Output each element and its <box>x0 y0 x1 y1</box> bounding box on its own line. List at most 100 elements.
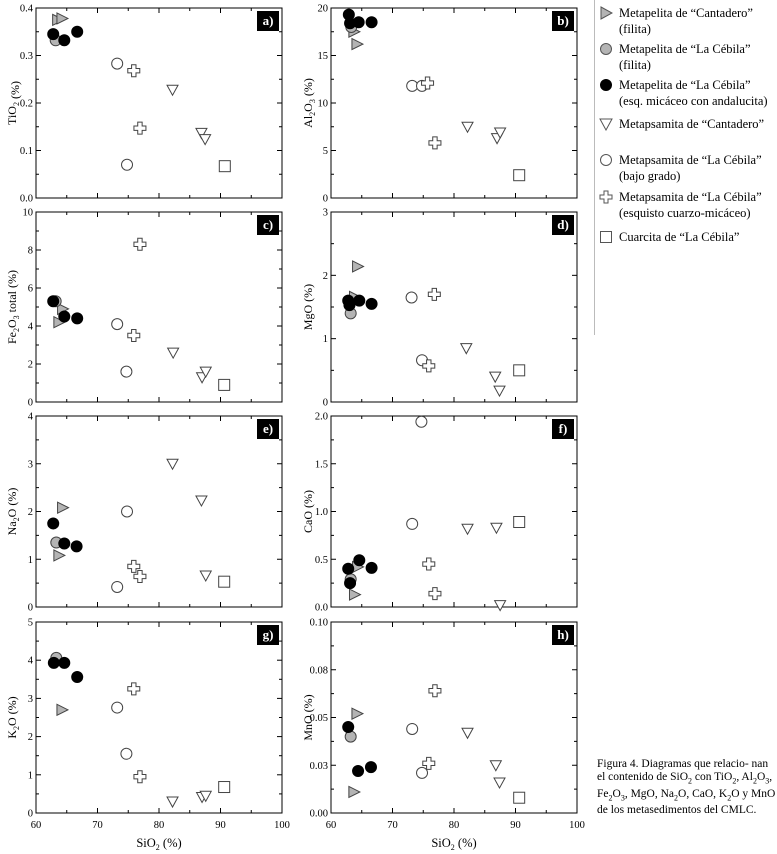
y-tick-label: 1.5 <box>315 459 328 470</box>
data-point-cuarcita <box>218 378 231 391</box>
data-point-ms_cant <box>493 385 506 398</box>
data-point-mp_ceb_e <box>342 562 355 575</box>
data-point-cuarcita <box>218 575 231 588</box>
y-axis-label: Fe2O3 total (%) <box>5 270 21 344</box>
data-point-cuarcita <box>513 169 526 182</box>
legend-label: Metapelita de “La Cébila” <box>619 78 751 92</box>
y-tick-label: 2.0 <box>315 412 328 423</box>
data-point-ms_ceb_bg <box>120 365 133 378</box>
panel-frame <box>330 7 578 199</box>
y-axis-label-part: Al <box>301 115 315 128</box>
data-point-ms_cant <box>493 777 506 789</box>
y-tick-label: 4 <box>28 412 34 423</box>
panel-frame <box>35 211 283 403</box>
data-point-ms_cant <box>166 458 179 471</box>
panel-tag-box <box>552 215 574 235</box>
data-point-ms_ceb_bg <box>121 158 134 171</box>
y-axis-label-subscript: 3 <box>12 315 21 319</box>
data-point-mp_ceb_e <box>47 656 60 669</box>
data-point-ms_ceb_bg <box>120 747 133 760</box>
data-point-mp_cant <box>348 588 362 601</box>
data-point-mp_cant <box>351 707 365 720</box>
data-point-ms_cant <box>195 495 208 508</box>
data-point-mp_ceb_e <box>342 721 355 734</box>
data-point-ms_ceb_e <box>127 682 141 696</box>
y-tick-label: 0 <box>28 809 33 820</box>
y-tick-label: 3 <box>28 459 33 470</box>
data-point-mp_ceb_e <box>365 297 378 310</box>
data-point-ms_cant <box>493 600 507 612</box>
data-point-ms_cant <box>490 522 503 535</box>
panel-tag-box <box>552 11 574 31</box>
y-axis-label: Na2O (%) <box>5 488 21 536</box>
data-point-ms_cant <box>166 84 179 97</box>
data-point-mp_ceb_e <box>353 554 366 567</box>
data-point-mp_cant <box>57 501 70 514</box>
data-point-ms_ceb_e <box>428 587 442 601</box>
y-axis-label-subscript: 2 <box>12 328 21 332</box>
data-point-mp_cant <box>56 703 70 717</box>
circle-black-icon <box>600 79 612 91</box>
y-axis-label-part: MgO (%) <box>301 284 315 330</box>
data-point-mp_ceb_e <box>364 761 377 774</box>
y-tick-label: 5 <box>323 146 328 157</box>
legend-sublabel: (esq. micáceo con andalucita) <box>619 94 768 108</box>
data-point-ms_cant <box>461 523 474 536</box>
y-axis-label-part: Fe <box>5 332 19 344</box>
panel-tag-box <box>552 419 574 439</box>
x-axis-label-subscript: 2 <box>156 843 160 852</box>
x-tick-label: 70 <box>387 820 398 831</box>
data-point-ms_cant <box>198 134 212 146</box>
y-tick-label: 0 <box>28 603 33 614</box>
y-tick-label: 4 <box>28 656 34 667</box>
y-axis-label: Al2O3 (%) <box>301 78 317 128</box>
data-point-ms_ceb_e <box>422 557 436 571</box>
data-point-ms_ceb_bg <box>416 766 429 779</box>
y-axis-label-subscript: 3 <box>308 99 317 103</box>
x-tick-label: 80 <box>449 820 460 831</box>
y-tick-label: 0.1 <box>20 146 33 157</box>
y-tick-label: 0.2 <box>20 99 33 110</box>
y-tick-label: 1.0 <box>315 507 328 518</box>
y-tick-label: 0.0 <box>20 194 33 205</box>
panel-h: 0.00 0.03 0.05 0.08 0.10 MnO (%) h) 60 70 80 90 100… <box>301 618 585 853</box>
y-axis-label: TiO2 (%) <box>5 81 22 125</box>
y-tick-label: 1 <box>28 770 33 781</box>
data-point-ms_ceb_bg <box>121 505 134 518</box>
legend-sublabel: (filita) <box>619 58 651 72</box>
data-point-mp_cant <box>348 785 361 799</box>
data-point-ms_cant <box>493 127 507 139</box>
x-tick-label: 70 <box>92 820 103 831</box>
y-axis-label-part: (%) <box>301 78 315 99</box>
y-axis-label-part: O (%) <box>5 696 19 726</box>
y-tick-label: 1 <box>323 334 328 345</box>
y-axis-label: MnO (%) <box>301 694 315 740</box>
panel-frame <box>330 621 578 814</box>
data-point-ms_ceb_bg <box>111 580 124 593</box>
cross-open-icon <box>599 190 613 204</box>
data-point-mp_cant <box>352 260 365 273</box>
data-point-ms_ceb_e <box>127 559 141 573</box>
data-point-mp_ceb_e <box>58 34 71 47</box>
data-point-ms_ceb_bg <box>406 517 419 530</box>
legend-sublabel: (bajo grado) <box>619 169 681 183</box>
legend-label: Metapsamita de “Cantadero” <box>619 117 765 131</box>
data-point-mp_ceb_e <box>344 577 357 590</box>
data-point-ms_cant <box>461 727 474 740</box>
y-axis-label-part: K <box>5 730 19 739</box>
data-point-ms_cant <box>166 796 179 809</box>
data-point-ms_ceb_e <box>422 359 436 373</box>
panel-f: 0.0 0.5 1.0 1.5 2.0 CaO (%) f) <box>301 412 578 614</box>
x-tick-label: 100 <box>569 820 585 831</box>
y-tick-label: 2 <box>323 271 328 282</box>
panel-tag: a) <box>263 13 274 28</box>
y-tick-label: 8 <box>28 246 33 257</box>
legend-sublabel: (filita) <box>619 22 651 36</box>
y-tick-label: 3 <box>323 208 328 219</box>
data-point-ms_ceb_e <box>428 684 442 698</box>
data-point-mp_ceb_e <box>47 295 60 308</box>
data-point-cuarcita <box>513 516 526 529</box>
y-axis-label: MgO (%) <box>301 284 315 330</box>
y-axis-label-part: TiO <box>5 106 19 125</box>
